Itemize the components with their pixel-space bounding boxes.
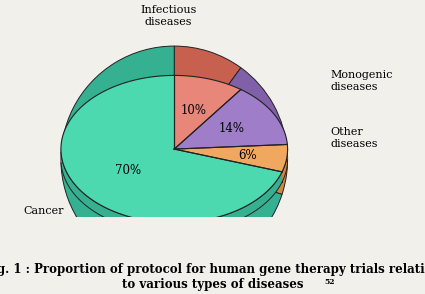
Text: Monogenic
diseases: Monogenic diseases xyxy=(331,70,393,92)
Wedge shape xyxy=(174,68,287,159)
Polygon shape xyxy=(61,152,282,233)
Text: 6%: 6% xyxy=(238,148,257,162)
Polygon shape xyxy=(174,76,241,149)
Text: 14%: 14% xyxy=(219,122,245,135)
Polygon shape xyxy=(282,149,288,182)
Wedge shape xyxy=(61,46,282,273)
Wedge shape xyxy=(174,152,288,194)
Polygon shape xyxy=(61,76,282,223)
Text: Cancer: Cancer xyxy=(23,206,64,216)
Text: Fig. 1 : Proportion of protocol for human gene therapy trials relating
to variou: Fig. 1 : Proportion of protocol for huma… xyxy=(0,263,425,291)
Text: 10%: 10% xyxy=(181,104,207,117)
Polygon shape xyxy=(174,144,288,172)
Text: Infectious
diseases: Infectious diseases xyxy=(140,5,197,27)
Polygon shape xyxy=(174,89,287,149)
Text: Other
diseases: Other diseases xyxy=(331,127,378,148)
Wedge shape xyxy=(174,46,241,159)
Text: 70%: 70% xyxy=(115,164,142,177)
Text: 52: 52 xyxy=(324,278,335,286)
